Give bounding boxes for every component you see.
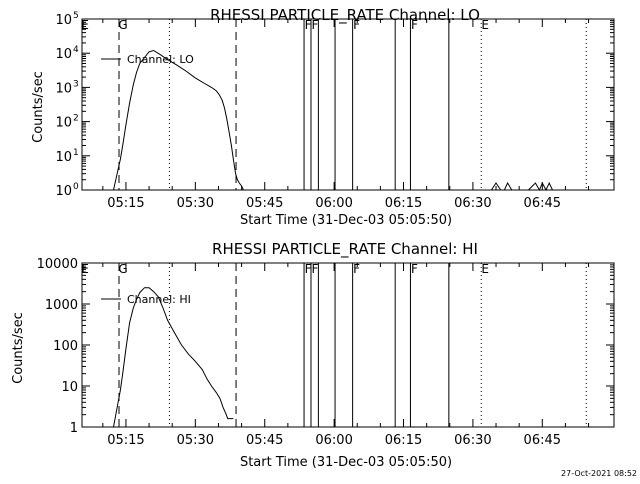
x-tick-label: 06:45 — [524, 433, 561, 448]
y-tick-exponent: 0 — [73, 182, 79, 192]
event-label: F — [305, 18, 312, 32]
x-axis-label: Start Time (31-Dec-03 05:05:50) — [240, 455, 452, 470]
series-line — [490, 181, 553, 192]
y-tick-exponent: 1 — [73, 148, 79, 158]
series-layer — [113, 287, 234, 428]
y-tick-exponent: 4 — [73, 45, 79, 55]
y-axis-label: Counts/sec — [31, 71, 46, 143]
x-tick-label: 06:00 — [315, 433, 352, 448]
event-label: F — [353, 262, 360, 276]
legend: Channel: HI — [101, 293, 191, 306]
y-tick-label: 10 — [55, 13, 72, 28]
y-tick-exponent: 5 — [73, 11, 79, 21]
event-label: F — [305, 262, 312, 276]
series-line — [113, 287, 234, 428]
event-label: E — [81, 262, 89, 276]
event-label: F — [312, 262, 319, 276]
legend-label: Channel: HI — [127, 293, 191, 306]
x-tick-label: 06:00 — [315, 196, 352, 211]
y-tick-label: 10 — [55, 47, 72, 62]
y-tick-label: 100 — [53, 339, 78, 354]
x-tick-label: 05:30 — [177, 196, 214, 211]
y-axis-label: Counts/sec — [11, 312, 26, 384]
y-tick-label: 10000 — [37, 257, 78, 272]
x-tick-label: 06:30 — [454, 433, 491, 448]
event-line-layer: G F F F F EE — [81, 262, 587, 427]
event-label: F — [411, 18, 418, 32]
event-label: E — [481, 18, 489, 32]
tick-layer: 05:15 05:30 05:45 06:00 06:15 06:30 06:45 1 10 10… — [37, 257, 614, 448]
y-tick-label: 1000 — [45, 298, 78, 313]
x-tick-label: 05:45 — [246, 196, 283, 211]
footer-timestamp: 27-Oct-2021 08:52 — [561, 469, 637, 478]
plot-frame — [81, 18, 615, 191]
event-label: G — [118, 262, 127, 276]
event-label: G — [118, 18, 127, 32]
x-tick-label: 05:45 — [246, 433, 283, 448]
event-label: F — [312, 18, 319, 32]
y-tick-label: 10 — [55, 184, 72, 199]
event-label: E — [81, 18, 89, 32]
event-line-layer: G F F F F EE — [81, 18, 587, 190]
x-tick-label: 06:45 — [524, 196, 561, 211]
chart-title: RHESSI PARTICLE_RATE Channel: LO — [210, 6, 480, 25]
x-axis-label: Start Time (31-Dec-03 05:05:50) — [240, 213, 452, 228]
y-tick-exponent: 2 — [73, 114, 79, 124]
series-line — [113, 49, 244, 191]
y-tick-label: 10 — [55, 150, 72, 165]
y-tick-label: 10 — [55, 116, 72, 131]
legend-label: Channel: LO — [127, 53, 194, 66]
event-label: E — [481, 262, 489, 276]
y-tick-label: 1 — [70, 421, 78, 436]
chart-title: RHESSI PARTICLE_RATE Channel: HI — [212, 240, 478, 259]
x-tick-label: 06:15 — [385, 196, 422, 211]
y-tick-label: 10 — [61, 380, 78, 395]
x-tick-label: 05:30 — [177, 433, 214, 448]
x-tick-label: 05:15 — [107, 196, 144, 211]
panel-lo: RHESSI PARTICLE_RATE Channel: LO Counts/… — [31, 6, 615, 228]
x-tick-label: 06:30 — [454, 196, 491, 211]
x-tick-label: 06:15 — [385, 433, 422, 448]
x-tick-label: 05:15 — [107, 433, 144, 448]
legend: Channel: LO — [101, 53, 194, 66]
series-layer — [113, 49, 553, 192]
event-label: F — [353, 18, 360, 32]
panel-hi: RHESSI PARTICLE_RATE Channel: HI Counts/… — [11, 240, 615, 470]
y-tick-exponent: 3 — [73, 79, 79, 89]
event-label: F — [411, 262, 418, 276]
y-tick-label: 10 — [55, 81, 72, 96]
plot-frame — [81, 262, 615, 428]
